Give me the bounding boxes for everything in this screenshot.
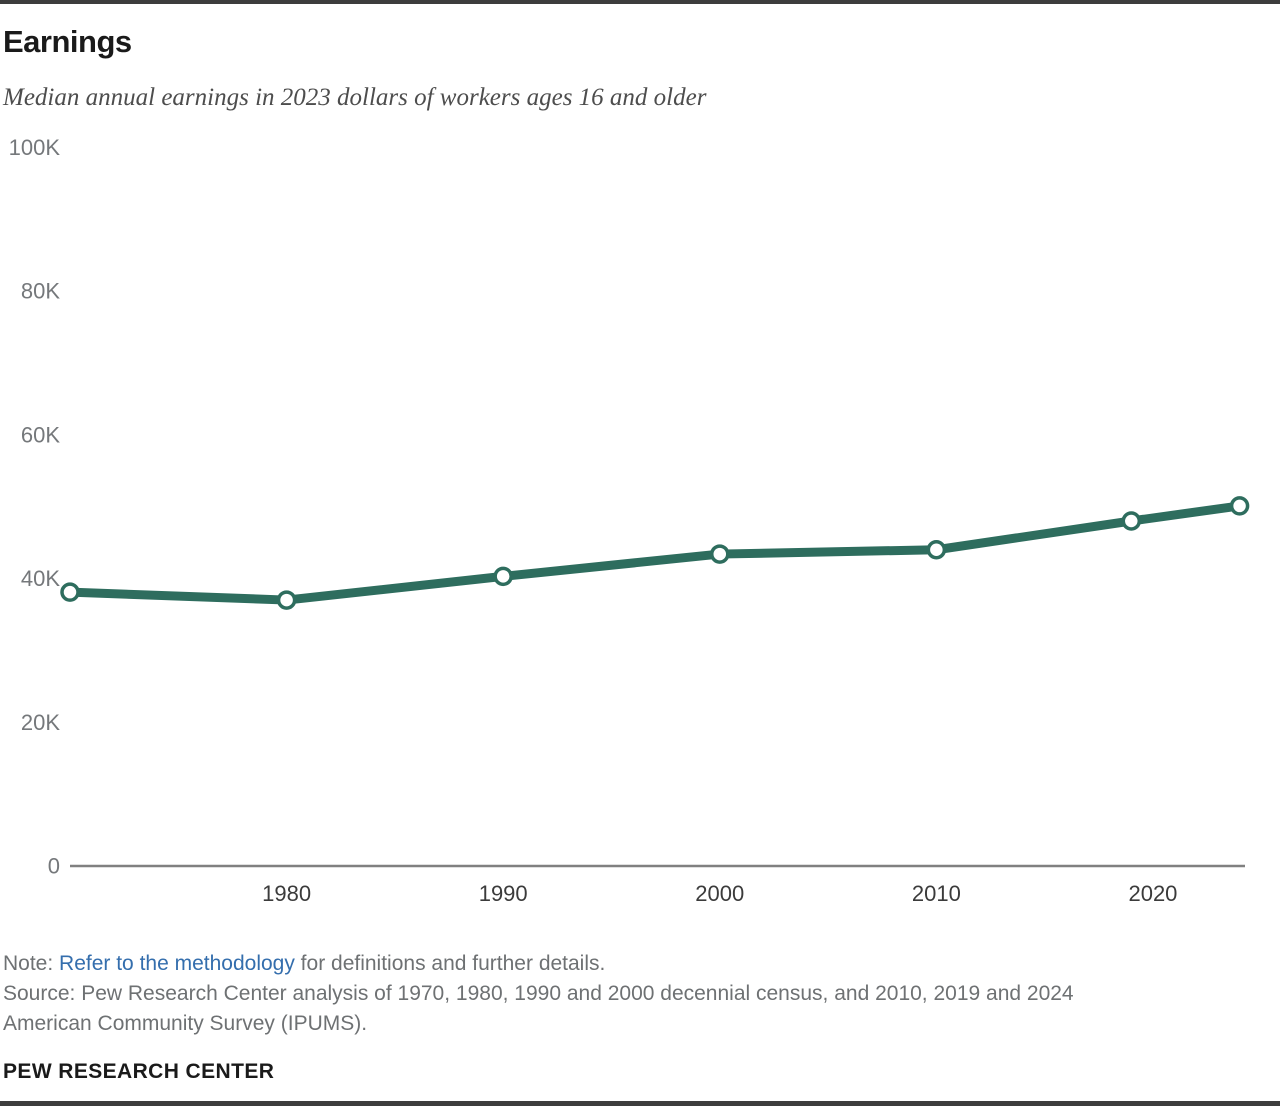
x-axis-tick-1980: 1980	[262, 881, 311, 906]
y-axis-tick-40K: 40K	[21, 566, 60, 591]
top-border-rule	[0, 0, 1280, 4]
data-point-2024	[1229, 496, 1250, 516]
x-axis-tick-2010: 2010	[912, 881, 961, 906]
source-text-line1: Source: Pew Research Center analysis of …	[3, 982, 1074, 1005]
data-point-2010	[926, 540, 947, 560]
y-axis-tick-100K: 100K	[9, 135, 61, 160]
earnings-line-chart: 0 20K 40K 60K 80K 100K 1980 1990 2000 2010 2020	[9, 135, 1250, 906]
note-suffix: for definitions and further details.	[294, 952, 606, 975]
notes-block: Note: Refer to the methodology for defin…	[3, 949, 1233, 1039]
x-axis-tick-2000: 2000	[695, 881, 744, 906]
data-point-1970	[60, 582, 80, 602]
y-axis-tick-60K: 60K	[21, 422, 60, 447]
note-text: Note: Refer to the methodology for defin…	[3, 949, 1233, 979]
data-point-2019	[1121, 511, 1142, 531]
chart-subtitle: Median annual earnings in 2023 dollars o…	[3, 84, 707, 111]
page-title: Earnings	[3, 24, 132, 59]
methodology-link[interactable]: Refer to the methodology	[59, 952, 295, 975]
y-axis-tick-20K: 20K	[21, 710, 60, 735]
data-point-2000	[710, 544, 730, 564]
note-prefix: Note:	[3, 952, 60, 975]
source-text-line2: American Community Survey (IPUMS).	[3, 1012, 368, 1035]
data-point-1990	[493, 566, 513, 587]
data-point-1980	[276, 590, 297, 610]
y-axis-tick-80K: 80K	[21, 279, 60, 304]
y-axis-tick-0: 0	[48, 854, 60, 879]
x-axis-tick-1990: 1990	[479, 881, 528, 906]
bottom-border-rule	[0, 1101, 1280, 1106]
footer-wordmark: PEW RESEARCH CENTER	[3, 1060, 275, 1083]
x-axis-tick-2020: 2020	[1128, 881, 1177, 906]
series-line	[65, 501, 1245, 605]
